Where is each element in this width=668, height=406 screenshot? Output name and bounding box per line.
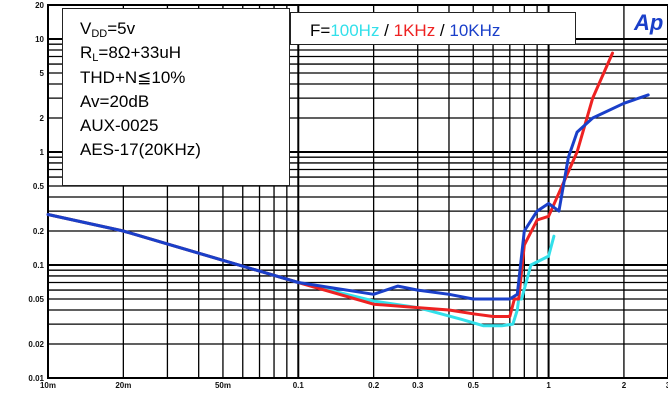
y-tick-label: 0.02 — [28, 340, 44, 349]
freq-prefix: F= — [310, 21, 331, 40]
brand-logo: Ap — [634, 10, 664, 35]
plot-frame — [47, 4, 668, 379]
x-tick-label: 0.5 — [468, 381, 480, 390]
x-tick-label: 10m — [40, 381, 56, 390]
y-tick-label: 0.1 — [33, 261, 45, 270]
x-tick-label: 50m — [215, 381, 231, 390]
y-tick-label: 0.01 — [28, 374, 44, 383]
y-tick-label: 1 — [40, 148, 45, 157]
y-tick-label: 20 — [35, 1, 44, 10]
x-tick-label: 2 — [622, 381, 627, 390]
y-tick-label: 2 — [40, 114, 45, 123]
x-tick-label: 20m — [115, 381, 131, 390]
y-tick-label: 5 — [40, 69, 45, 78]
vdd-line: VDD=5v — [80, 19, 136, 40]
series-group — [46, 51, 650, 328]
legend-item-10khz: 10KHz — [449, 21, 501, 40]
legend-separator: / — [379, 21, 394, 40]
y-tick-label: 0.05 — [28, 295, 44, 304]
y-tick-label: 10 — [35, 35, 44, 44]
y-tick-label: 0.5 — [33, 182, 45, 191]
x-tick-label: 0.2 — [368, 381, 380, 390]
x-tick-label: 0.1 — [293, 381, 305, 390]
aes-line: AES-17(20KHz) — [80, 140, 201, 160]
aux-line: AUX-0025 — [80, 116, 159, 136]
av-line: Av=20dB — [80, 91, 150, 111]
thd-line: THD+N≦10% — [80, 67, 186, 87]
x-tick-label: 0.3 — [412, 381, 424, 390]
y-tick-label: 0.2 — [33, 227, 45, 236]
legend-item-1khz: 1KHz — [393, 21, 436, 40]
legend-separator: / — [435, 21, 450, 40]
test-conditions-box: VDD=5v RL=8Ω+33uH THD+N≦10% Av=20dB AUX-… — [62, 8, 290, 186]
tick-labels: 10m 20m 50m 0.1 0.2 0.3 0.5 1 2 3 20 10 5 2 1 0.5 0.2 0.1… — [28, 1, 668, 390]
x-tick-label: 3 — [666, 381, 668, 390]
frequency-legend: F=100Hz / 1KHz / 10KHz — [290, 12, 576, 45]
legend-item-100hz: 100Hz — [330, 21, 380, 40]
rl-line: RL=8Ω+33uH — [80, 43, 182, 65]
x-tick-label: 1 — [546, 381, 551, 390]
series-line-10khz — [46, 93, 650, 301]
